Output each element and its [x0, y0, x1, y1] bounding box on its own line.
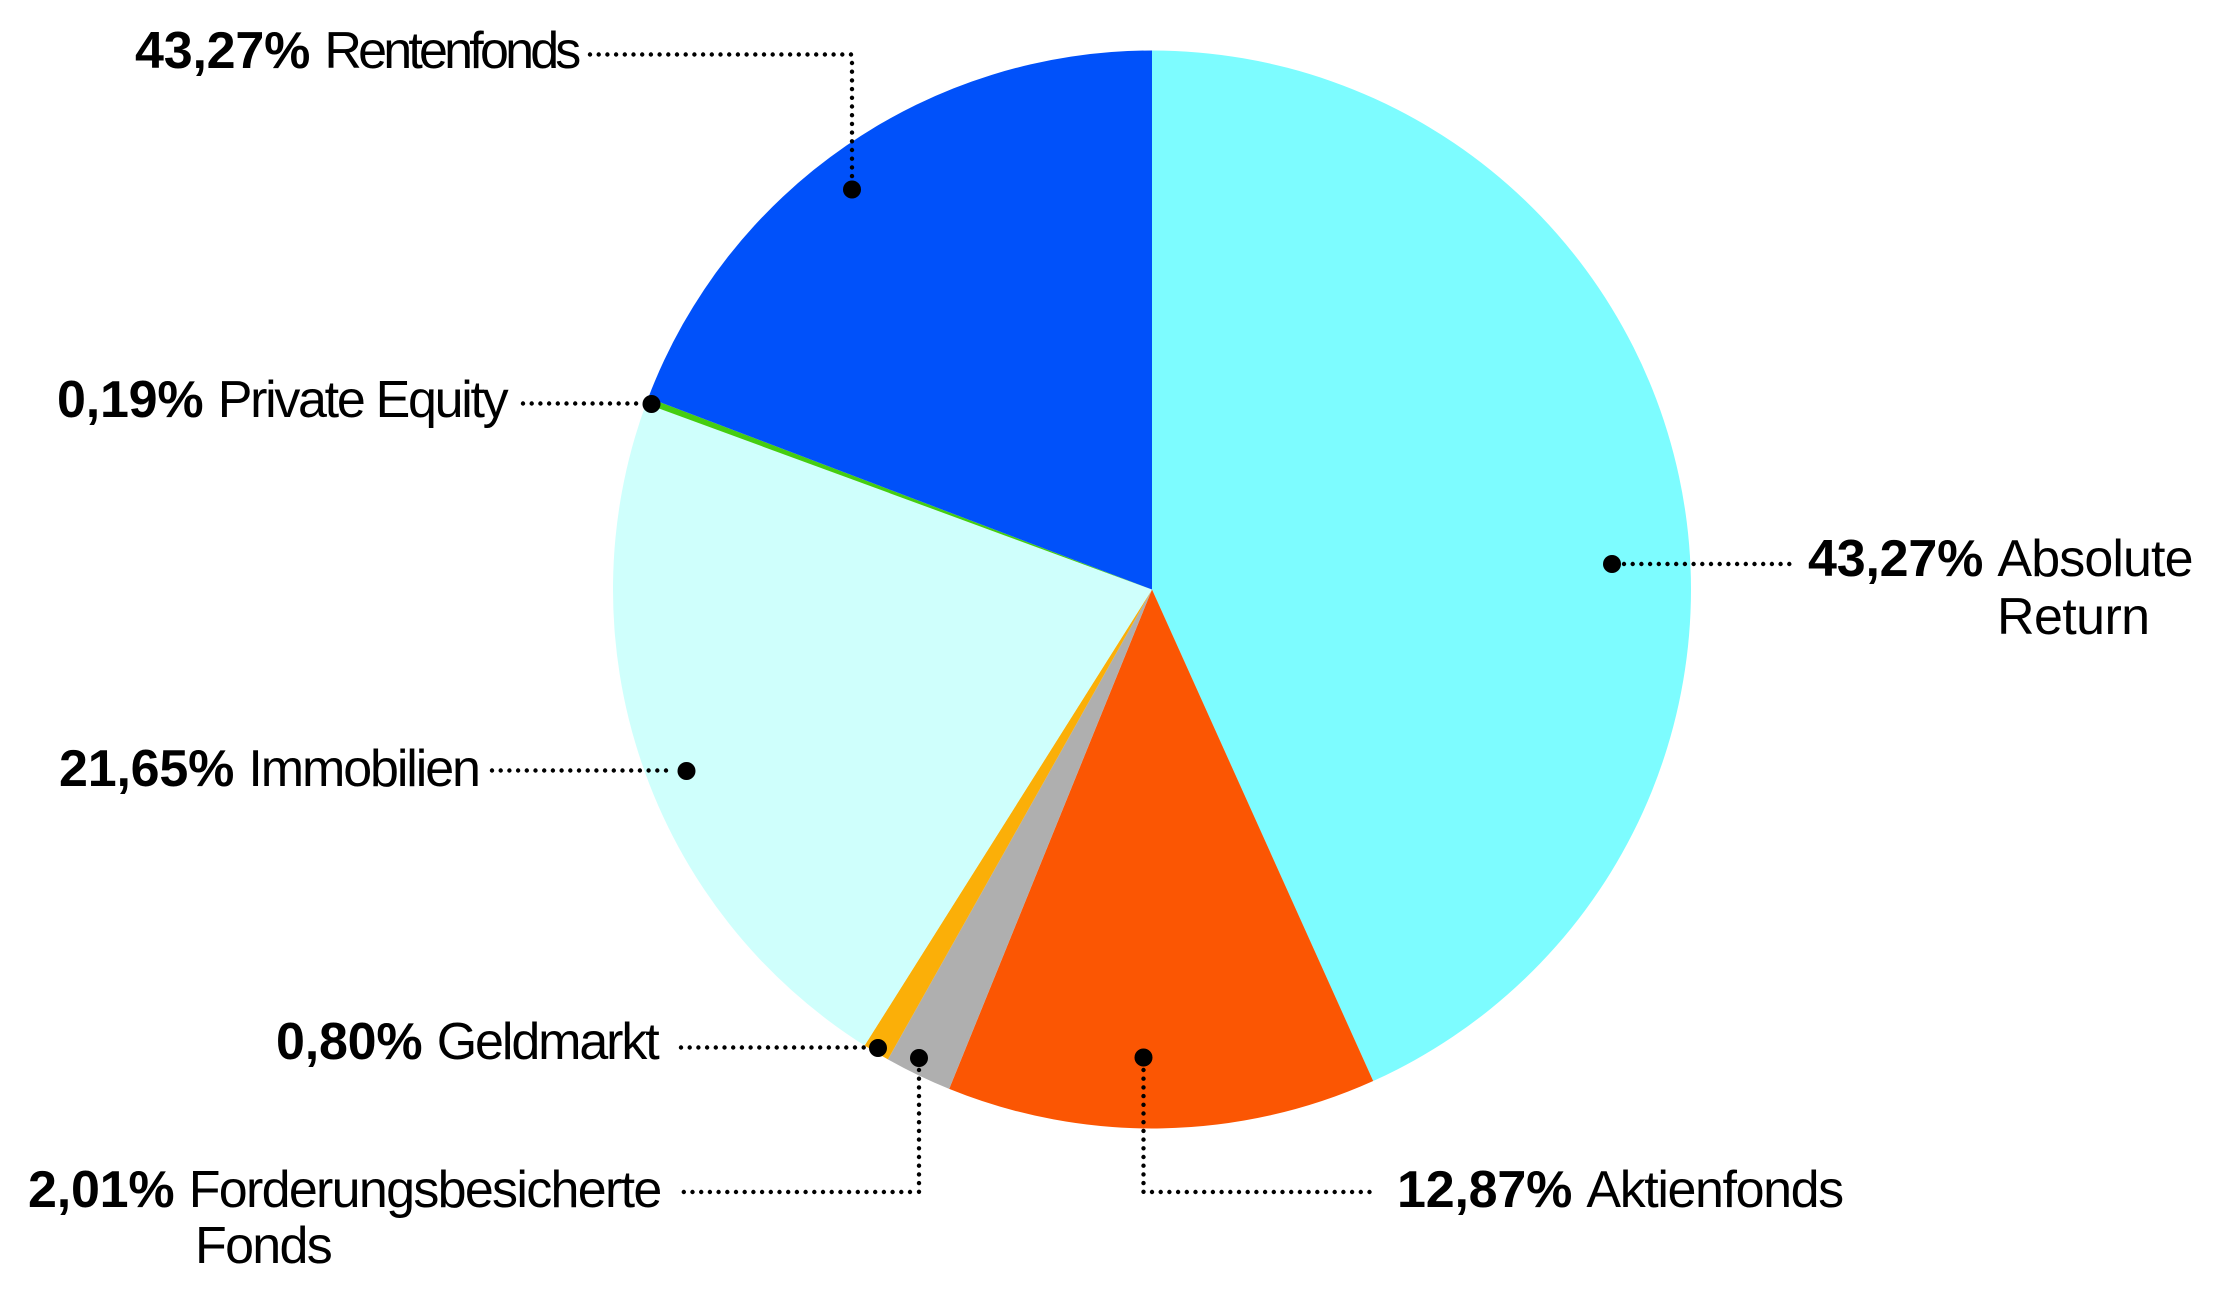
svg-text:43,27% Absolute: 43,27% Absolute [1808, 530, 2193, 588]
svg-text:0,80% Geldmarkt: 0,80% Geldmarkt [276, 1013, 660, 1071]
svg-text:Return: Return [1997, 588, 2149, 646]
svg-text:12,87% Aktienfonds: 12,87% Aktienfonds [1397, 1161, 1843, 1219]
svg-text:0,19% Private Equity: 0,19% Private Equity [57, 371, 509, 429]
svg-text:2,01% Forderungsbesicherte: 2,01% Forderungsbesicherte [28, 1161, 661, 1219]
svg-text:Fonds: Fonds [195, 1217, 332, 1275]
svg-text:21,65% Immobilien: 21,65% Immobilien [59, 740, 479, 798]
svg-text:43,27% Rentenfonds: 43,27% Rentenfonds [135, 22, 580, 80]
